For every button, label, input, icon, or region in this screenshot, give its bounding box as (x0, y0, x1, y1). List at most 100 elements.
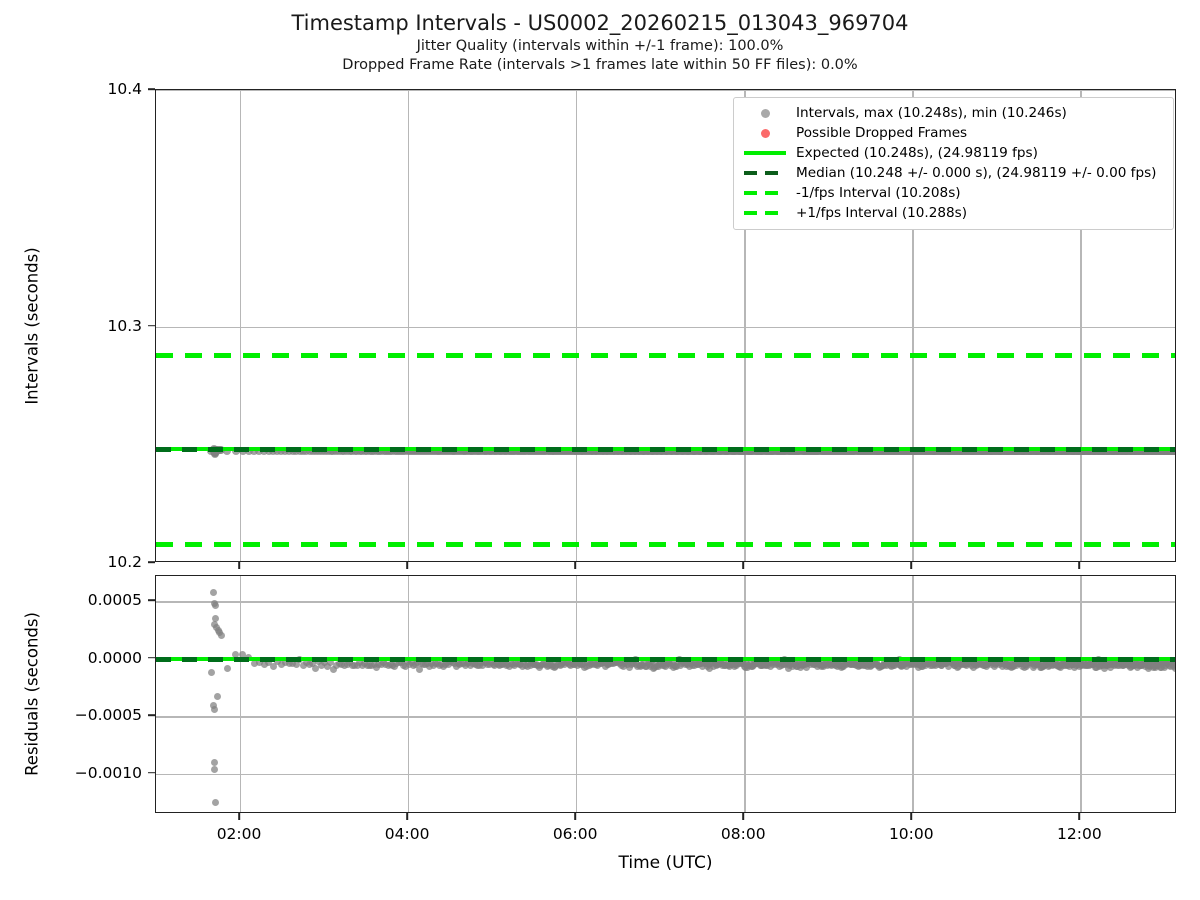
data-point (890, 661, 898, 669)
tick-mark-x (742, 813, 745, 820)
data-point (749, 662, 757, 670)
data-point (619, 662, 627, 670)
data-point (1138, 661, 1146, 669)
data-point (846, 660, 854, 668)
data-point-outlier (211, 765, 219, 773)
data-point (1167, 662, 1175, 670)
data-point (759, 661, 767, 669)
y-tick-label-intervals: 10.3 (107, 316, 142, 335)
data-point (913, 661, 921, 669)
residuals-scatter (156, 576, 1175, 812)
data-point (1127, 663, 1135, 671)
data-point (656, 660, 663, 668)
data-point (223, 665, 231, 673)
data-point (945, 662, 952, 670)
data-point (1107, 663, 1115, 671)
data-point (810, 661, 818, 669)
data-point (578, 660, 586, 668)
data-point (842, 661, 850, 669)
data-point (299, 661, 307, 669)
legend-key-line (742, 203, 788, 223)
data-point (817, 661, 825, 669)
data-point (1100, 665, 1108, 673)
y-tick-label-residuals: −0.0005 (74, 706, 142, 725)
data-point (370, 661, 378, 669)
data-point (709, 662, 717, 670)
data-point (634, 662, 642, 670)
data-point (748, 663, 756, 671)
data-point (1007, 663, 1015, 671)
tick-mark-x (406, 813, 408, 820)
data-point (724, 662, 732, 670)
data-point (1036, 663, 1044, 671)
data-point (673, 663, 681, 670)
data-point (894, 661, 902, 669)
data-point (1066, 662, 1074, 670)
data-point-outlier (216, 628, 224, 636)
data-point (706, 665, 714, 673)
data-point (970, 660, 978, 668)
data-point (758, 661, 766, 669)
data-point (968, 662, 976, 669)
data-point (847, 661, 855, 669)
data-point (1118, 662, 1126, 670)
data-point (550, 663, 558, 671)
data-point (475, 661, 483, 669)
data-point (517, 661, 525, 669)
data-point (764, 662, 772, 670)
tick-mark-y (148, 88, 155, 90)
data-point (1029, 664, 1037, 672)
data-point (650, 664, 658, 672)
data-point (521, 662, 529, 670)
data-point (898, 661, 906, 669)
data-point (391, 662, 399, 670)
data-point (1171, 660, 1175, 668)
data-point (718, 661, 726, 669)
data-point (1091, 663, 1099, 671)
legend-line-icon (744, 191, 786, 195)
data-point (1114, 662, 1121, 670)
data-point (506, 663, 514, 671)
data-point (535, 663, 543, 671)
data-point (868, 661, 876, 669)
reference-line-minus-one-fps (156, 542, 1175, 548)
data-point (588, 660, 596, 668)
data-point (1020, 664, 1028, 672)
data-point (685, 662, 693, 670)
legend-label: Possible Dropped Frames (796, 125, 968, 141)
data-point (1149, 661, 1157, 669)
data-point (1152, 662, 1160, 670)
data-point (824, 661, 832, 669)
data-point (669, 664, 677, 672)
x-axis-title: Time (UTC) (618, 853, 713, 873)
data-point (927, 662, 935, 670)
data-point (1096, 661, 1104, 669)
data-point (931, 662, 939, 670)
legend-key-dropped-frames (742, 123, 788, 143)
data-point (312, 664, 320, 672)
data-point (399, 662, 407, 670)
data-point (412, 661, 420, 669)
data-point (1148, 661, 1156, 669)
data-point (957, 661, 965, 669)
data-point (689, 662, 697, 670)
data-point (556, 662, 564, 670)
data-point-outlier (210, 588, 218, 596)
data-point (980, 662, 988, 670)
data-point (445, 660, 453, 668)
data-point (1165, 661, 1173, 669)
data-point (549, 662, 557, 670)
x-tick-label: 02:00 (216, 825, 262, 843)
data-point (292, 661, 300, 669)
data-point (918, 662, 926, 670)
gridline-horizontal (156, 773, 1175, 776)
data-point (1012, 661, 1020, 669)
data-point (332, 661, 340, 669)
data-point (889, 662, 897, 670)
gridline-vertical (1080, 576, 1082, 812)
data-point (730, 662, 738, 670)
data-point (921, 662, 929, 670)
data-point (879, 662, 887, 670)
tick-mark-y (148, 324, 155, 327)
data-point (853, 661, 860, 669)
